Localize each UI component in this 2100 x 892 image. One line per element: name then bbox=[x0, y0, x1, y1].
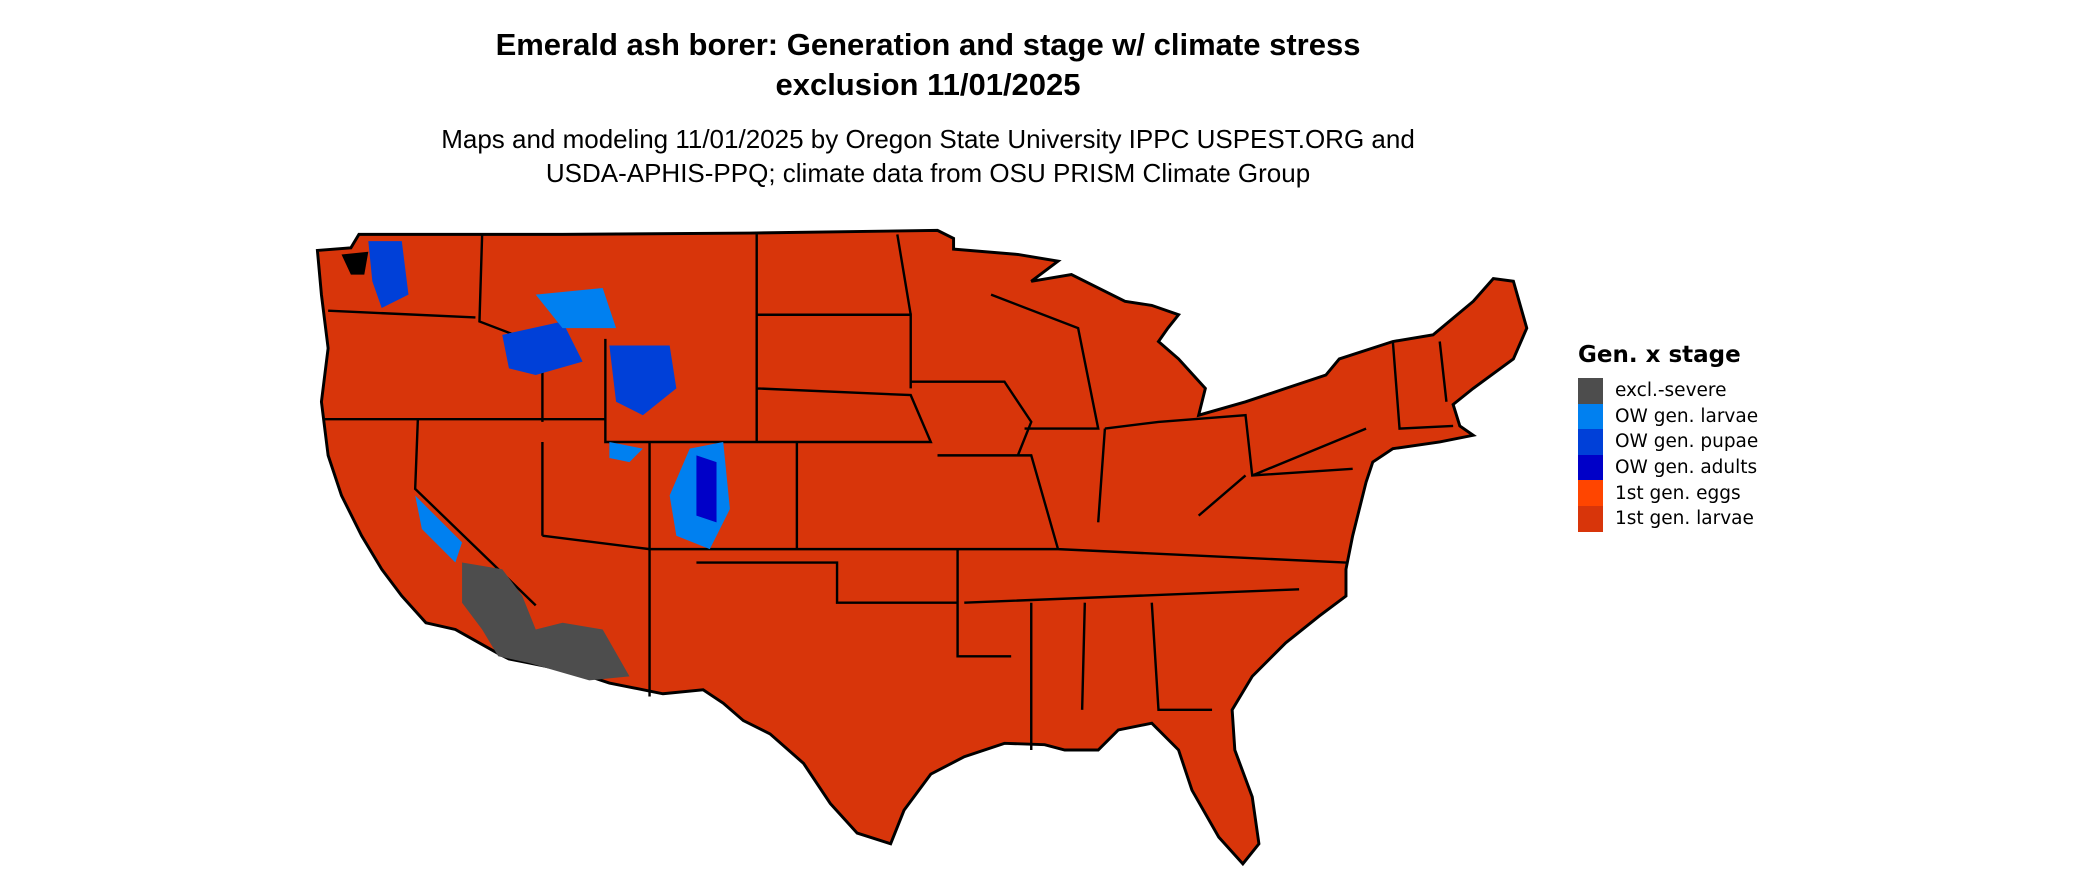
legend-item: 1st gen. larvae bbox=[1578, 505, 1758, 532]
legend-label: 1st gen. larvae bbox=[1615, 508, 1754, 530]
legend-label: OW gen. larvae bbox=[1615, 405, 1759, 427]
legend-item: OW gen. larvae bbox=[1578, 403, 1759, 430]
map-subtitle-line1: Maps and modeling 11/01/2025 by Oregon S… bbox=[441, 124, 1415, 154]
legend-label: excl.-severe bbox=[1615, 380, 1727, 402]
legend-title: Gen. x stage bbox=[1578, 342, 1741, 368]
legend-item: excl.-severe bbox=[1578, 378, 1758, 404]
legend-swatch bbox=[1578, 378, 1603, 404]
legend-item: OW gen. pupae bbox=[1578, 429, 1758, 455]
map-title-line1: Emerald ash borer: Generation and stage … bbox=[495, 27, 1361, 62]
legend-swatch bbox=[1578, 403, 1603, 430]
ow-stage-patches bbox=[368, 241, 730, 563]
legend: Gen. x stage excl.-severe OW gen. larvae O… bbox=[1578, 342, 1758, 532]
legend-swatch bbox=[1578, 454, 1603, 481]
excl-severe-region bbox=[462, 562, 630, 681]
map-title-line2: exclusion 11/01/2025 bbox=[775, 67, 1081, 102]
legend-item: OW gen. adults bbox=[1578, 454, 1758, 481]
legend-item: 1st gen. eggs bbox=[1578, 480, 1758, 506]
legend-swatch bbox=[1578, 429, 1603, 455]
legend-label: OW gen. adults bbox=[1615, 457, 1758, 479]
us-outline bbox=[315, 228, 1529, 867]
map-subtitle-line2: USDA-APHIS-PPQ; climate data from OSU PR… bbox=[545, 158, 1311, 188]
legend-swatch bbox=[1578, 505, 1603, 532]
legend-swatch bbox=[1578, 480, 1603, 506]
legend-label: OW gen. pupae bbox=[1615, 431, 1759, 453]
legend-label: 1st gen. eggs bbox=[1615, 482, 1741, 504]
